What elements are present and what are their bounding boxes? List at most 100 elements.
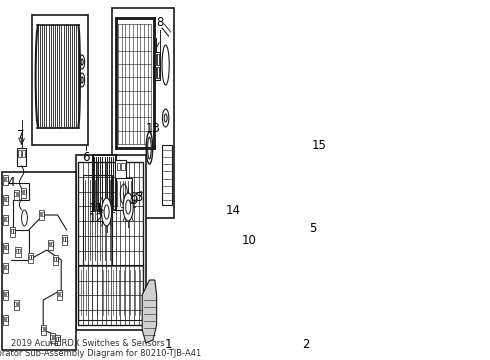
Bar: [2, 172, 75, 350]
Circle shape: [22, 210, 27, 226]
Bar: [51, 242, 52, 246]
Bar: [6, 197, 7, 201]
Bar: [6, 265, 7, 269]
Bar: [153, 67, 156, 78]
Text: 1: 1: [165, 338, 172, 351]
Bar: [115, 160, 126, 180]
Ellipse shape: [162, 45, 169, 85]
Bar: [13, 229, 15, 233]
Bar: [3, 290, 8, 300]
Text: 3: 3: [136, 190, 143, 203]
Bar: [16, 249, 18, 253]
Bar: [22, 190, 24, 194]
Bar: [225, 211, 229, 218]
Bar: [6, 177, 7, 181]
Text: 9: 9: [130, 194, 138, 207]
Bar: [39, 210, 44, 220]
Bar: [58, 337, 60, 341]
Circle shape: [162, 109, 169, 127]
Bar: [57, 290, 62, 300]
Bar: [54, 257, 56, 261]
Bar: [220, 211, 224, 218]
Bar: [49, 333, 55, 343]
Bar: [116, 178, 132, 210]
Bar: [3, 243, 8, 253]
Bar: [112, 8, 173, 218]
Bar: [48, 240, 53, 250]
Bar: [29, 255, 30, 259]
Bar: [28, 253, 33, 263]
Bar: [52, 335, 54, 339]
Bar: [24, 190, 25, 194]
Bar: [18, 150, 21, 157]
Bar: [6, 245, 7, 249]
Bar: [6, 317, 7, 321]
Bar: [14, 300, 19, 310]
Bar: [3, 217, 5, 221]
Bar: [3, 197, 5, 201]
Text: 11: 11: [89, 202, 104, 215]
Bar: [75, 155, 146, 330]
Bar: [16, 247, 21, 257]
Text: 6: 6: [82, 150, 90, 163]
Bar: [116, 18, 154, 148]
Text: 8: 8: [156, 15, 164, 28]
Circle shape: [123, 193, 133, 221]
Bar: [56, 337, 58, 341]
Bar: [50, 335, 52, 339]
Bar: [6, 292, 7, 296]
Text: 2019 Acura RDX Switches & Sensors
Evaporator Sub-Assembly Diagram for 80210-TJB-: 2019 Acura RDX Switches & Sensors Evapor…: [0, 339, 201, 358]
Bar: [17, 302, 18, 306]
Bar: [31, 255, 33, 259]
Bar: [117, 163, 120, 170]
Bar: [14, 192, 16, 196]
Text: 12: 12: [89, 212, 104, 225]
Bar: [3, 263, 8, 273]
Bar: [220, 208, 230, 228]
Circle shape: [101, 198, 112, 226]
Bar: [63, 237, 65, 241]
Bar: [3, 195, 8, 205]
Polygon shape: [142, 280, 157, 343]
Circle shape: [236, 233, 246, 263]
Text: 5: 5: [309, 221, 316, 234]
Bar: [157, 54, 159, 65]
Bar: [14, 190, 19, 200]
Bar: [32, 15, 88, 145]
Bar: [14, 302, 16, 306]
Bar: [3, 177, 5, 181]
Bar: [40, 212, 42, 216]
Text: 14: 14: [226, 203, 241, 216]
Text: 13: 13: [146, 122, 160, 135]
Bar: [42, 327, 43, 331]
Bar: [56, 257, 58, 261]
Bar: [60, 292, 62, 296]
Bar: [42, 212, 44, 216]
Bar: [3, 245, 5, 249]
Bar: [11, 229, 13, 233]
Bar: [83, 175, 112, 265]
Bar: [55, 335, 60, 345]
Bar: [18, 249, 20, 253]
Bar: [6, 217, 7, 221]
Bar: [21, 188, 26, 198]
Text: 15: 15: [311, 139, 326, 152]
Bar: [3, 175, 8, 185]
Text: 4: 4: [7, 176, 15, 189]
Bar: [49, 242, 50, 246]
Text: 2: 2: [302, 338, 310, 351]
Text: 7: 7: [17, 129, 24, 141]
Bar: [65, 237, 67, 241]
Bar: [3, 265, 5, 269]
Bar: [157, 67, 159, 78]
Bar: [53, 255, 58, 265]
Bar: [17, 148, 26, 166]
Bar: [3, 315, 8, 325]
Bar: [162, 145, 172, 205]
Bar: [3, 292, 5, 296]
Bar: [10, 227, 15, 237]
Bar: [153, 52, 160, 80]
Bar: [17, 192, 18, 196]
Bar: [41, 325, 46, 335]
Ellipse shape: [146, 132, 153, 164]
